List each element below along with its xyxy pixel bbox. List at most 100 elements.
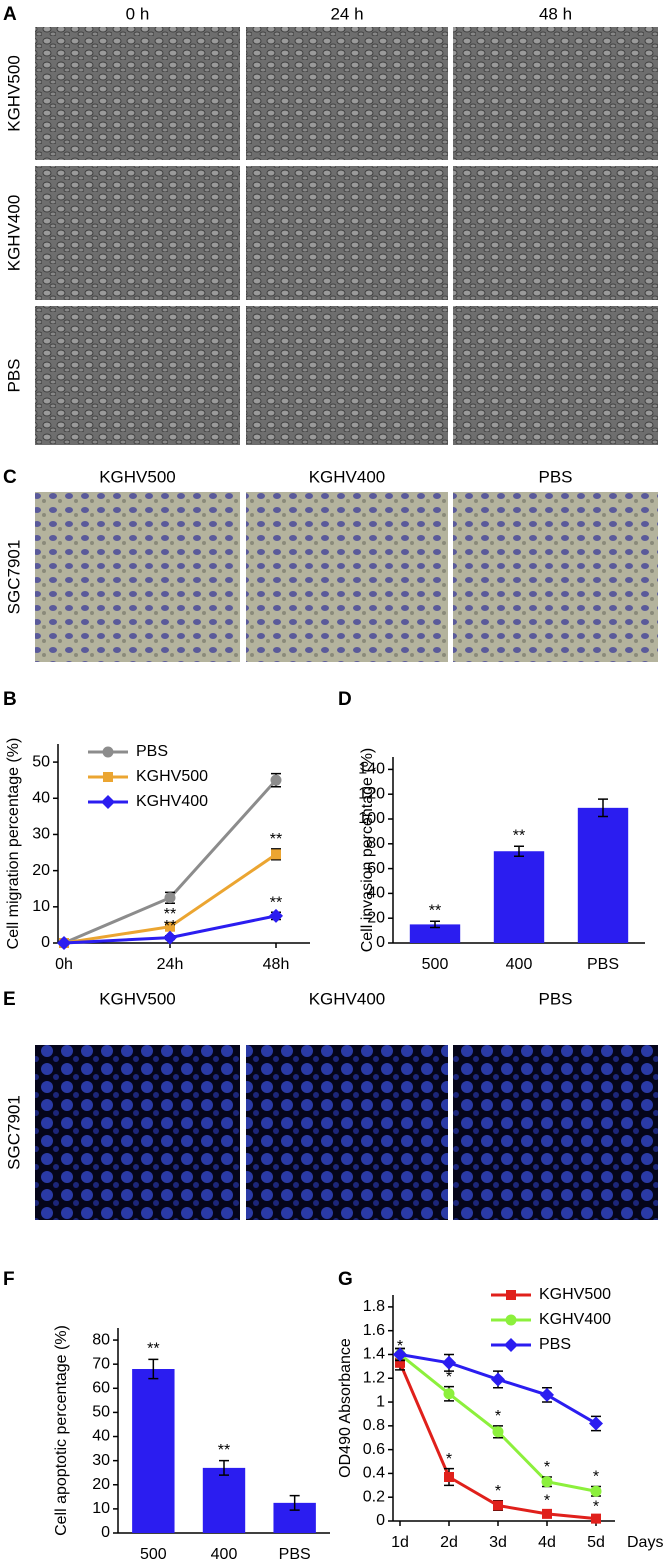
column-label: KGHV500 (99, 467, 176, 486)
y-tick-label: 1.6 (363, 1322, 385, 1339)
panel-label: A (3, 4, 17, 25)
significance-mark: ** (147, 1341, 159, 1358)
chart: B Cell migration percentage (%) 0 10 20 30 40 5… (3, 689, 310, 973)
y-tick-label: 50 (32, 753, 50, 770)
error-bar (598, 798, 608, 818)
significance-mark: ** (218, 1442, 230, 1459)
significance-mark: ** (164, 918, 176, 935)
micrograph (453, 1045, 658, 1220)
marker (591, 1513, 601, 1524)
legend-label: PBS (539, 1336, 571, 1353)
y-tick-label: 0 (101, 1524, 110, 1541)
y-tick-label: 40 (32, 789, 50, 806)
micrograph (35, 27, 240, 160)
y-tick-label: 1.2 (363, 1369, 385, 1386)
significance-mark: ** (429, 903, 441, 920)
x-tick-label: 400 (506, 956, 533, 973)
significance-mark: * (446, 1369, 452, 1386)
x-tick-label: 5d (587, 1534, 605, 1551)
marker (271, 849, 281, 860)
marker (540, 1387, 554, 1402)
y-tick-label: 0.6 (363, 1441, 385, 1458)
x-axis-label: Days (627, 1534, 663, 1551)
y-tick-label: 1.4 (363, 1346, 385, 1363)
chart: D Cell invasion percentage (%) 0 20 40 60 80 10… (338, 689, 645, 973)
y-axis-label: Cell apoptotic percentage (%) (53, 1325, 70, 1536)
y-tick-label: 120 (358, 785, 385, 802)
y-tick-label: 50 (92, 1404, 110, 1421)
marker (395, 1357, 405, 1368)
chart: F Cell apoptotic percentage (%) 0 10 20 30 40 5… (3, 1269, 330, 1559)
marker (163, 930, 177, 945)
image-panels: A 0 h 24 h 48 h KGHV500 KGHV400 PBS C KGHV500 KGH… (3, 4, 658, 1220)
panel-label: D (338, 689, 352, 710)
x-tick-label: 1d (391, 1534, 409, 1551)
micrograph (246, 166, 448, 300)
y-tick-label: 80 (367, 835, 385, 852)
y-axis-label: Cell invasion percentage (%) (359, 748, 376, 953)
legend-marker (103, 772, 113, 782)
bar (202, 1467, 246, 1533)
significance-mark: ** (164, 906, 176, 923)
y-tick-label: 60 (92, 1380, 110, 1397)
y-tick-label: 140 (358, 761, 385, 778)
legend-marker (101, 795, 115, 809)
x-tick-label: 48h (263, 956, 290, 973)
micrograph (35, 1045, 240, 1220)
marker (164, 892, 176, 904)
micrograph (246, 1045, 448, 1220)
panel-label: C (3, 467, 17, 488)
y-tick-label: 70 (92, 1355, 110, 1372)
row-label: KGHV400 (4, 195, 23, 272)
significance-mark: * (495, 1408, 501, 1425)
error-bar (430, 920, 440, 929)
y-tick-label: 60 (367, 860, 385, 877)
column-label: PBS (538, 989, 572, 1008)
micrograph (246, 27, 448, 160)
marker (590, 1485, 602, 1497)
x-tick-label: 0h (55, 956, 73, 973)
row-label: PBS (4, 358, 23, 392)
micrograph (246, 306, 448, 445)
significance-mark: ** (270, 894, 282, 911)
significance-mark: * (495, 1483, 501, 1500)
y-tick-label: 0.8 (363, 1417, 385, 1434)
column-label: KGHV400 (309, 467, 386, 486)
micrograph (35, 166, 240, 300)
significance-mark: * (593, 1498, 599, 1515)
y-tick-label: 0 (376, 934, 385, 951)
micrograph (35, 306, 240, 445)
marker (269, 908, 283, 923)
y-tick-label: 10 (32, 898, 50, 915)
x-tick-label: 3d (489, 1534, 507, 1551)
y-tick-label: 0.2 (363, 1488, 385, 1505)
marker (493, 1500, 503, 1511)
x-tick-label: PBS (279, 1546, 311, 1559)
legend-marker (505, 1314, 517, 1326)
x-tick-label: 4d (538, 1534, 556, 1551)
significance-mark: ** (270, 831, 282, 848)
bar (409, 924, 461, 943)
x-tick-label: PBS (587, 956, 619, 973)
row-label: SGC7901 (4, 540, 23, 615)
y-tick-label: 20 (32, 862, 50, 879)
x-tick-label: 500 (422, 956, 449, 973)
legend-marker (504, 1338, 518, 1352)
marker (589, 1416, 603, 1431)
marker (491, 1372, 505, 1387)
y-tick-label: 0.4 (363, 1465, 385, 1482)
micrograph (453, 306, 658, 445)
panel-label: F (3, 1269, 15, 1290)
x-tick-label: 500 (140, 1546, 167, 1559)
column-label: PBS (538, 467, 572, 486)
row-label: SGC7901 (4, 1095, 23, 1170)
legend-label: PBS (136, 743, 168, 760)
significance-mark: * (544, 1493, 550, 1510)
y-tick-label: 80 (92, 1331, 110, 1348)
y-tick-label: 100 (358, 810, 385, 827)
marker (57, 936, 71, 950)
micrograph (453, 492, 658, 662)
marker (492, 1426, 504, 1438)
bar (132, 1369, 175, 1533)
